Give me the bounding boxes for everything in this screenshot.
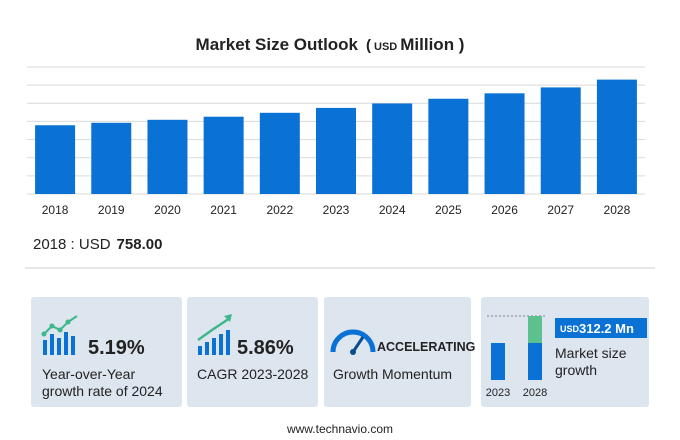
bar bbox=[35, 125, 76, 194]
chart-title: Market Size Outlook (USD Million ) bbox=[196, 35, 465, 54]
bar bbox=[484, 93, 525, 194]
card-label: Market size bbox=[555, 345, 627, 361]
card-year: 2028 bbox=[523, 387, 547, 399]
x-tick-label: 2028 bbox=[604, 203, 631, 217]
footer: www.technavio.com bbox=[286, 422, 393, 436]
bar bbox=[428, 98, 469, 194]
x-tick-label: 2024 bbox=[379, 203, 406, 217]
card-value: 5.86% bbox=[237, 337, 294, 359]
card-label: Growth Momentum bbox=[333, 366, 452, 382]
card-label: growth bbox=[555, 362, 597, 378]
title-main: Market Size Outlook bbox=[196, 35, 359, 54]
x-tick-label: 2020 bbox=[154, 203, 181, 217]
card-currency: USD bbox=[560, 324, 580, 334]
card-year: 2023 bbox=[486, 387, 510, 399]
title-paren: ( bbox=[366, 37, 371, 54]
bar bbox=[316, 107, 356, 194]
x-tick-label: 2019 bbox=[98, 203, 125, 217]
x-tick-label: 2018 bbox=[42, 203, 69, 217]
highlight-label: 2018 : USD bbox=[33, 236, 111, 253]
bar bbox=[203, 116, 244, 194]
card-label: Year-over-Year bbox=[42, 366, 135, 382]
bar bbox=[540, 87, 581, 194]
x-tick-label: 2021 bbox=[210, 203, 237, 217]
card bbox=[31, 297, 182, 407]
card-value: 5.19% bbox=[88, 337, 145, 359]
bar bbox=[91, 122, 132, 194]
icon-cagr bbox=[197, 314, 232, 355]
x-tick-label: 2027 bbox=[547, 203, 574, 217]
icon-gauge bbox=[330, 329, 376, 355]
card-value: ACCELERATING bbox=[377, 340, 475, 354]
x-tick-label: 2025 bbox=[435, 203, 462, 217]
bar bbox=[259, 112, 300, 194]
x-tick-label: 2023 bbox=[323, 203, 350, 217]
icon-growth bbox=[41, 315, 78, 355]
x-tick-label: 2026 bbox=[491, 203, 518, 217]
x-tick-label: 2022 bbox=[266, 203, 293, 217]
card-value: 312.2 Mn bbox=[579, 321, 634, 336]
card bbox=[324, 297, 471, 407]
card-label: CAGR 2023-2028 bbox=[197, 366, 309, 382]
bar bbox=[147, 119, 188, 194]
bar bbox=[372, 103, 413, 194]
highlight: 2018 : USD 758.00 bbox=[33, 236, 162, 253]
card-label: growth rate of 2024 bbox=[42, 383, 163, 399]
title-currency: USD bbox=[374, 41, 397, 53]
icon-size-growth bbox=[487, 315, 647, 380]
bar bbox=[596, 79, 637, 194]
title-unit: Million ) bbox=[400, 35, 464, 54]
highlight-value: 758.00 bbox=[117, 236, 163, 253]
